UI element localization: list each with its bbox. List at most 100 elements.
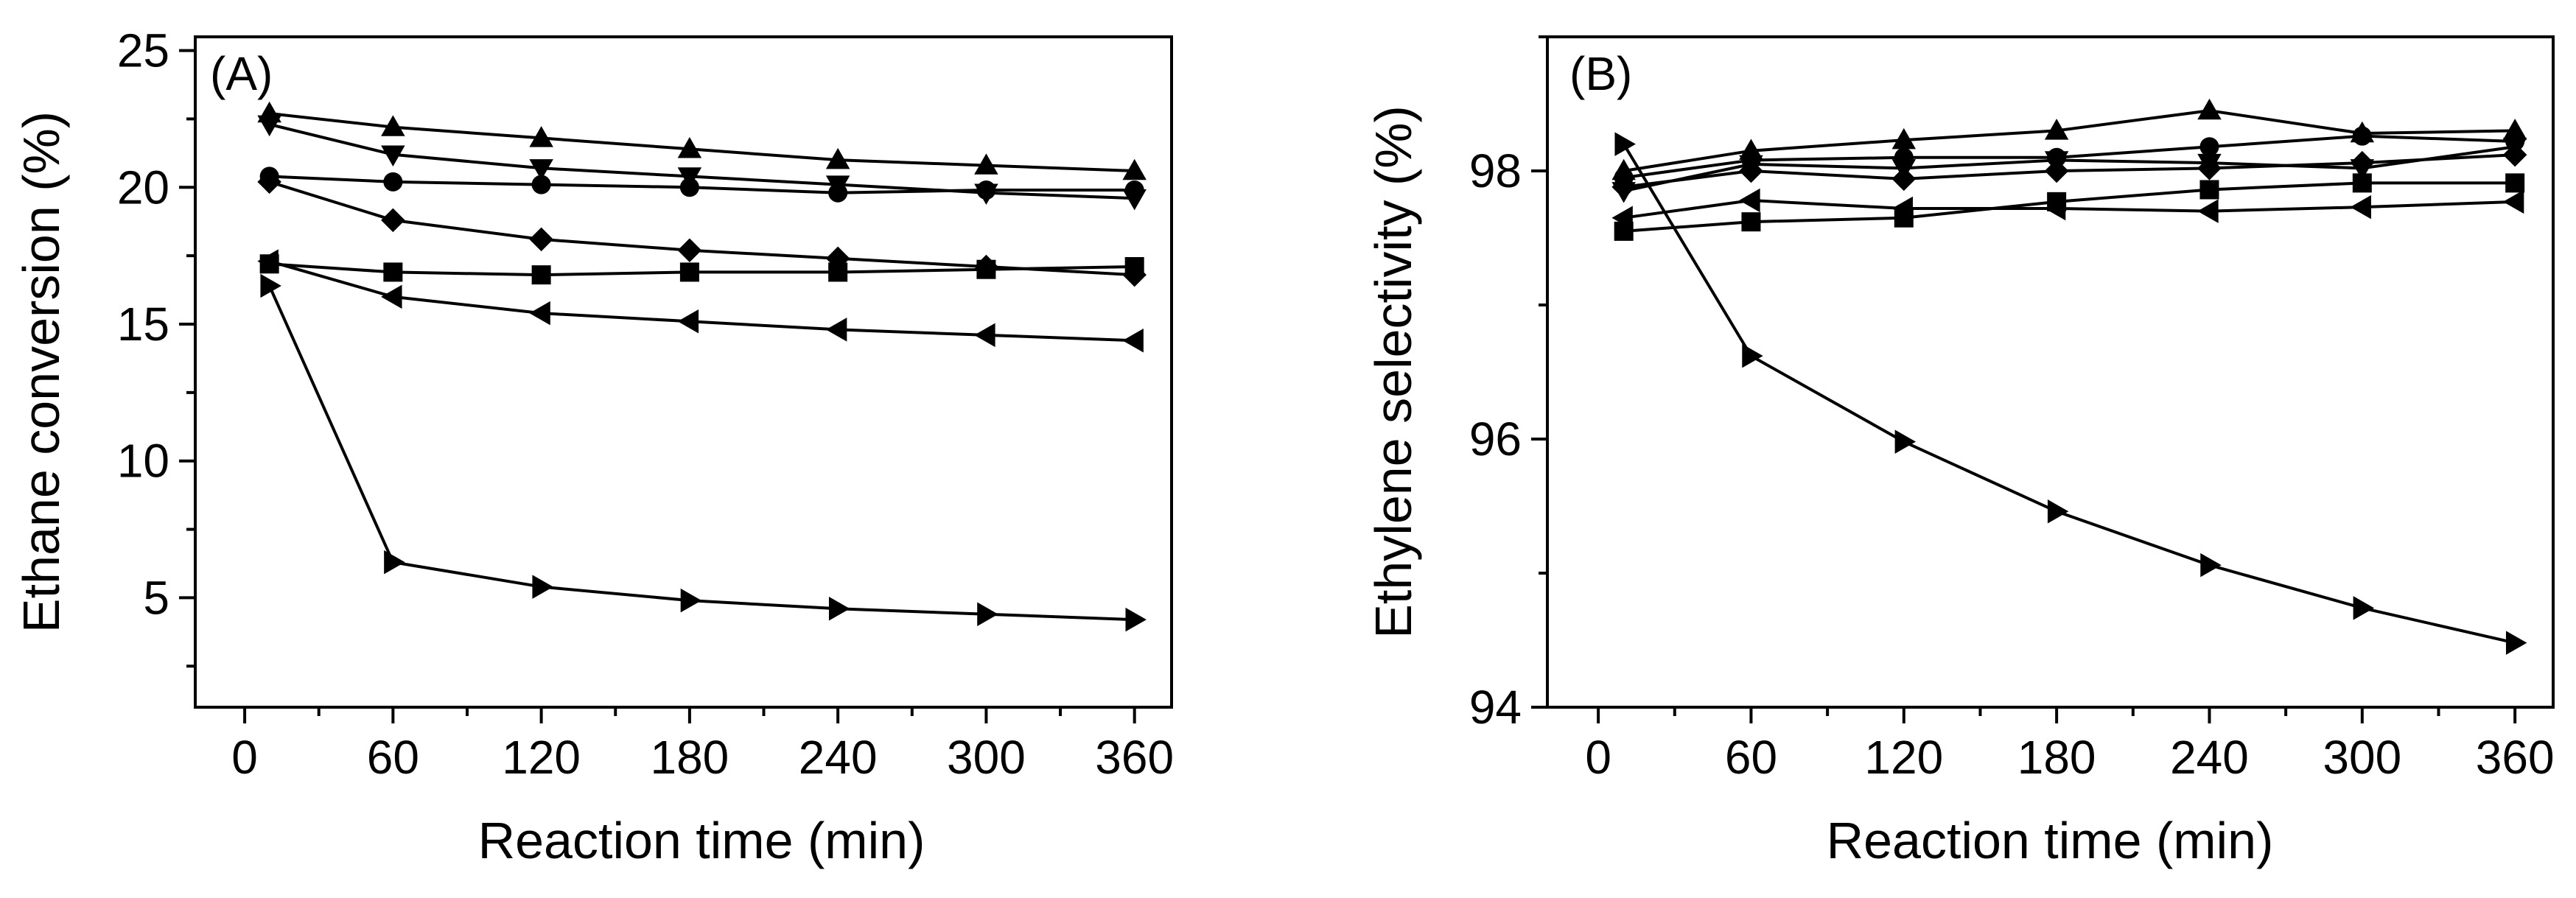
panel-a-y-tick-label: 10: [117, 435, 169, 488]
panel-b-point-triangle-up: [1611, 158, 1636, 180]
panel-b-y-tick-label: 94: [1469, 681, 1522, 734]
panel-b-point-diamond: [1611, 175, 1636, 200]
panel-a-point-triangle-right: [532, 575, 553, 599]
panel-a-point-triangle-up: [381, 115, 405, 136]
panel-b-point-diamond: [1891, 166, 1917, 192]
panel-a-point-circle: [383, 172, 403, 192]
panel-a-y-tick-label: 15: [117, 298, 169, 351]
panel-b-point-triangle-right: [2047, 499, 2069, 524]
panel-b-x-tick-label: 360: [2476, 731, 2555, 784]
panel-b-x-tick-label: 300: [2323, 731, 2401, 784]
panel-b-y-axis-title: Ethylene selectivity (%): [1365, 105, 1422, 639]
panel-b-point-triangle-left: [2350, 194, 2372, 220]
panel-a-y-tick-label: 20: [117, 161, 169, 214]
panel-b-point-triangle-up: [2502, 119, 2527, 140]
panel-a-point-triangle-left: [1122, 329, 1144, 353]
panel-a-point-triangle-left: [529, 301, 550, 326]
panel-b-point-square: [2505, 173, 2525, 193]
panel-b-point-triangle-up: [2350, 121, 2375, 143]
panel-a-plot-frame: [194, 35, 1173, 709]
panel-a-point-triangle-right: [828, 597, 850, 621]
panel-b-point-triangle-up: [1891, 127, 1917, 150]
panel-b-x-tick-label: 120: [1864, 731, 1943, 784]
panel-a-point-square: [383, 262, 403, 282]
panel-b-ethylene-selectivity: (B) Reaction time (min) Ethylene selecti…: [1365, 35, 2555, 869]
panel-a-point-triangle-down: [529, 159, 553, 180]
panel-b-point-triangle-right: [1894, 429, 1917, 454]
panel-a-point-circle: [531, 175, 551, 194]
panel-b-point-diamond: [2197, 156, 2222, 180]
panel-b-point-triangle-up: [1739, 138, 1763, 160]
panel-a-point-triangle-right: [384, 550, 405, 575]
panel-b-data-marks: 0 60 120 180 240 300 360 94 96 98: [1469, 35, 2555, 784]
panel-a-point-diamond: [974, 254, 998, 279]
panel-b-point-triangle-left: [2197, 199, 2219, 223]
panel-b-point-square: [1741, 212, 1761, 232]
panel-a-point-triangle-up: [974, 153, 998, 175]
panel-a-point-diamond: [529, 227, 553, 252]
panel-a-point-diamond: [825, 246, 850, 271]
panel-b-point-triangle-left: [1611, 206, 1633, 230]
panel-a-point-triangle-down: [257, 115, 281, 137]
panel-a-point-triangle-left: [677, 309, 699, 334]
panel-b-point-triangle-left: [1891, 196, 1913, 221]
panel-a-ethane-conversion: (A) Reaction time (min) Ethane conversio…: [13, 24, 1174, 869]
panel-a-y-tick-label: 5: [143, 571, 169, 624]
panel-a-point-triangle-right: [260, 273, 281, 298]
panel-a-point-triangle-right: [680, 588, 702, 613]
panel-b-point-triangle-up: [2044, 119, 2069, 140]
panel-a-point-triangle-up: [825, 147, 850, 169]
panel-a-point-triangle-down: [677, 167, 702, 189]
panel-a-series-line-diamond: [269, 180, 1135, 277]
panel-a-point-triangle-right: [977, 602, 998, 626]
panel-a-point-triangle-left: [974, 323, 995, 348]
panel-b-point-triangle-right: [1614, 132, 1636, 156]
panel-a-x-axis-title: Reaction time (min): [478, 812, 925, 869]
panel-a-series-line-triangle-up: [269, 112, 1135, 172]
panel-a-label: (A): [210, 47, 273, 100]
panel-b-point-square: [2199, 180, 2219, 200]
panel-b-x-tick-label: 60: [1725, 731, 1777, 784]
panel-a-point-triangle-down: [1122, 189, 1147, 211]
panel-a-point-triangle-up: [529, 126, 553, 147]
panel-b-point-triangle-left: [2502, 189, 2524, 214]
panel-a-point-triangle-up: [1122, 158, 1147, 180]
panel-a-x-tick-label: 180: [650, 731, 729, 784]
panel-b-x-tick-label: 180: [2017, 731, 2096, 784]
panel-a-point-triangle-down: [974, 183, 998, 205]
panel-a-point-diamond: [381, 208, 405, 233]
panel-b-point-triangle-right: [2353, 596, 2375, 620]
panel-a-point-triangle-left: [381, 284, 402, 309]
panel-a-y-tick-label: 25: [117, 24, 169, 77]
panel-a-point-square: [679, 262, 699, 282]
panel-a-point-triangle-down: [825, 175, 850, 197]
panel-a-point-triangle-left: [257, 249, 279, 273]
panel-a-point-diamond: [677, 238, 702, 262]
panel-b-point-diamond: [1739, 158, 1763, 183]
panel-b-point-diamond: [2044, 158, 2069, 183]
panel-a-x-tick-label: 120: [502, 731, 581, 784]
panel-b-point-diamond: [2502, 142, 2527, 167]
panel-a-point-square: [531, 265, 551, 285]
panel-b-x-axis-title: Reaction time (min): [1827, 812, 2274, 869]
panel-a-x-tick-label: 60: [367, 731, 419, 784]
panel-a-point-triangle-up: [677, 137, 702, 158]
panel-a-x-tick-label: 300: [947, 731, 1026, 784]
panel-a-point-diamond: [1122, 262, 1147, 287]
panel-b-x-tick-label: 0: [1585, 731, 1611, 784]
panel-b-point-circle: [2199, 137, 2219, 157]
panel-b-point-triangle-left: [2044, 196, 2066, 221]
panel-b-point-triangle-up: [2197, 98, 2222, 120]
panel-b-label: (B): [1569, 47, 1632, 100]
panel-b-point-triangle-right: [2505, 631, 2527, 655]
panel-b-x-tick-label: 240: [2170, 731, 2249, 784]
panel-a-x-tick-label: 240: [799, 731, 878, 784]
panel-a-x-tick-label: 360: [1095, 731, 1174, 784]
panel-a-data-marks: 0 60 120 180 240 300 360 5 10 15 20 25: [117, 24, 1174, 784]
panel-a-point-diamond: [257, 169, 281, 194]
panel-b-point-triangle-right: [1742, 343, 1763, 368]
panel-b-plot-frame: [1546, 35, 2555, 709]
panel-a-y-axis-title: Ethane conversion (%): [13, 111, 70, 633]
panel-a-point-triangle-right: [1125, 607, 1147, 632]
